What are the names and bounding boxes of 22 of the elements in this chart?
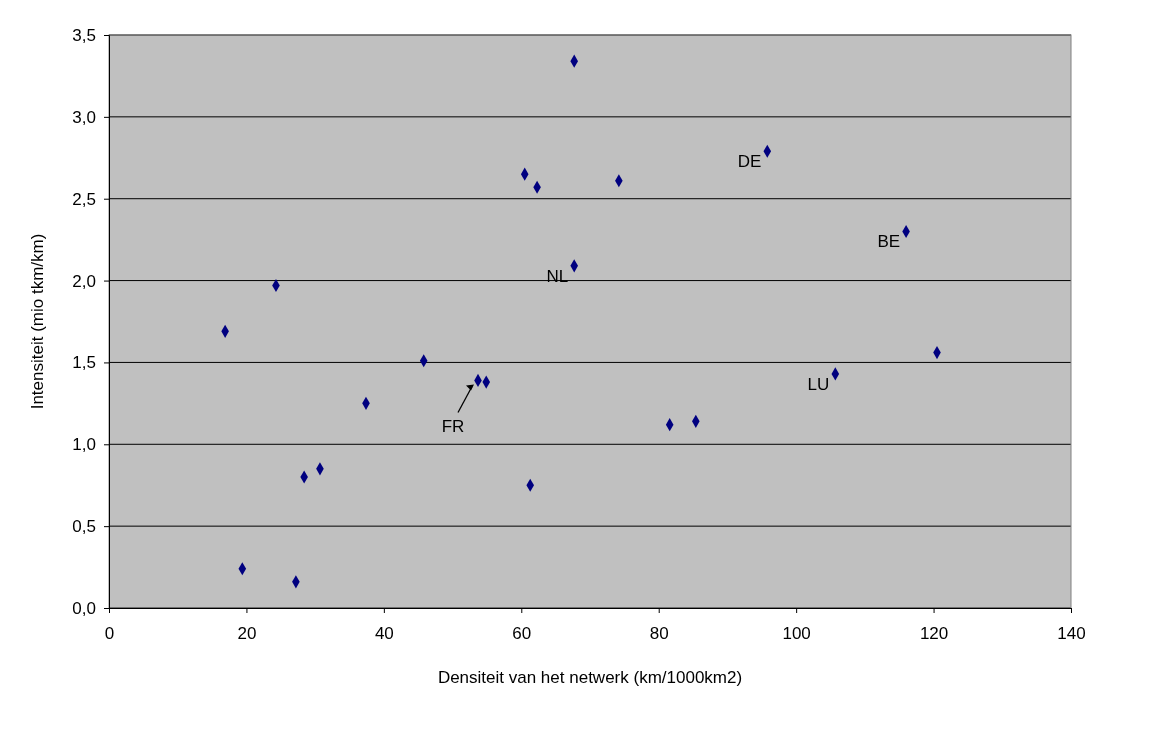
annotation: LU [807,374,830,394]
x-tick-label: 80 [649,624,669,644]
x-tick-label: 140 [1057,624,1086,644]
annotation: FR [441,417,465,437]
y-tick-label: 0,5 [72,517,96,537]
x-tick-label: 100 [782,624,811,644]
x-tick-label: 120 [919,624,949,644]
x-tick-label: 40 [374,624,394,644]
annotation: DE [737,152,762,172]
x-tick-label: 60 [512,624,532,644]
y-tick-label: 3,0 [72,107,96,127]
y-tick-label: 2,5 [72,189,96,209]
x-tick-label: 20 [237,624,257,644]
y-tick-label: 3,5 [72,25,96,45]
y-axis-title: Intensiteit (mio tkm/km) [28,233,47,410]
y-tick-label: 2,0 [72,271,96,291]
y-tick-label: 0,0 [72,598,96,618]
x-axis-title: Densiteit van het netwerk (km/1000km2) [437,668,743,687]
x-tick-label: 0 [104,624,115,644]
y-tick-label: 1,5 [72,353,96,373]
y-tick-label: 1,0 [72,435,96,455]
annotation: BE [877,232,901,252]
